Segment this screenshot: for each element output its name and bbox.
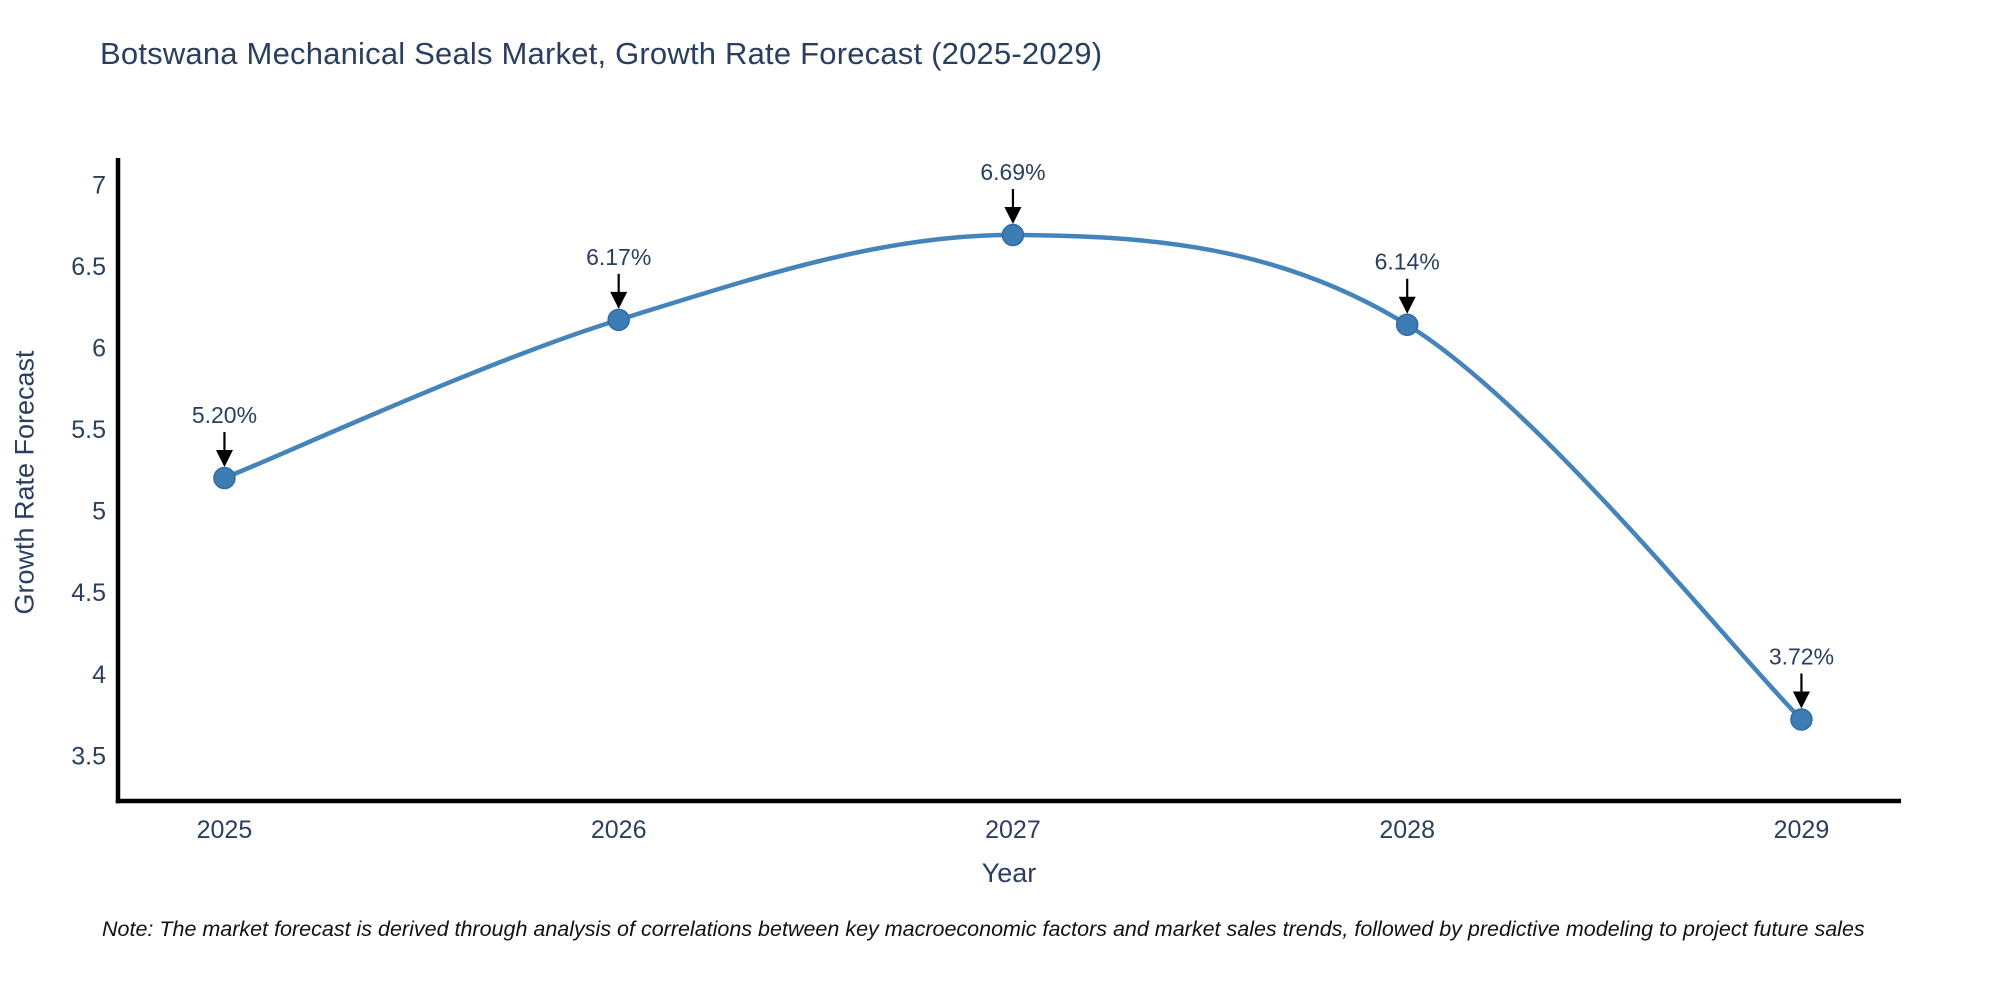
y-tick-label: 5 bbox=[92, 498, 106, 526]
annotation-arrow-head bbox=[215, 450, 233, 468]
annotation-label: 6.17% bbox=[586, 244, 651, 270]
annotation-arrow-head bbox=[1004, 207, 1022, 225]
x-tick-label: 2027 bbox=[985, 816, 1041, 844]
y-tick-label: 4.5 bbox=[71, 579, 106, 607]
annotation-label: 5.20% bbox=[192, 402, 257, 428]
footnote-text: Note: The market forecast is derived thr… bbox=[102, 917, 1865, 941]
x-tick-label: 2029 bbox=[1774, 816, 1830, 844]
data-point-marker-2025 bbox=[213, 466, 236, 490]
x-tick-label: 2025 bbox=[197, 816, 253, 844]
chart-title: Botswana Mechanical Seals Market, Growth… bbox=[100, 36, 1103, 71]
annotation-arrow-head bbox=[610, 291, 628, 309]
annotation-label: 6.14% bbox=[1375, 249, 1440, 275]
data-point-marker-2029 bbox=[1790, 708, 1813, 731]
annotation-arrow-head bbox=[1792, 691, 1810, 709]
annotation-label: 6.69% bbox=[980, 159, 1045, 185]
y-tick-label: 6 bbox=[92, 335, 106, 363]
y-tick-label: 3.5 bbox=[71, 742, 106, 770]
y-axis-title: Growth Rate Forecast bbox=[9, 350, 40, 615]
y-tick-label: 7 bbox=[92, 171, 106, 199]
forecast-spline-line bbox=[222, 232, 1804, 722]
x-axis-title: Year bbox=[981, 858, 1037, 888]
y-tick-label: 5.5 bbox=[71, 416, 106, 444]
y-tick-label: 4 bbox=[92, 661, 106, 689]
annotation-arrow-head bbox=[1398, 296, 1416, 314]
data-point-marker-2027 bbox=[1001, 223, 1025, 247]
y-tick-label: 6.5 bbox=[71, 253, 106, 281]
x-tick-label: 2026 bbox=[591, 816, 647, 844]
data-point-marker-2026 bbox=[607, 308, 630, 332]
x-tick-label: 2028 bbox=[1379, 816, 1435, 844]
annotation-label: 3.72% bbox=[1769, 643, 1834, 669]
data-point-marker-2028 bbox=[1395, 313, 1419, 336]
